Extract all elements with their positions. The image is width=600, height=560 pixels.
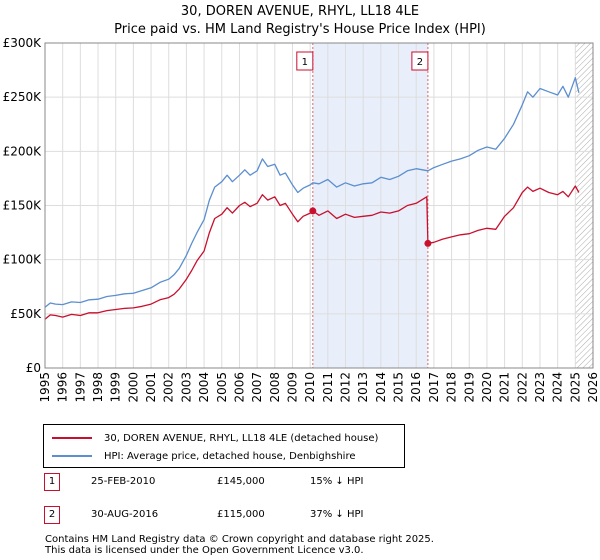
x-tick-label: 2000: [126, 372, 140, 403]
x-tick-label: 2006: [232, 372, 246, 403]
y-tick-label: £300K: [3, 36, 43, 50]
x-tick-label: 2001: [144, 372, 158, 403]
sale-date-2: 30-AUG-2016: [91, 509, 159, 520]
sale-label-box-2: [411, 51, 429, 71]
x-tick-label: 2012: [339, 372, 353, 403]
sale-badge-2: 2: [44, 506, 60, 524]
sale-hpi-2: 37% ↓ HPI: [310, 509, 364, 520]
sale-point-2: [424, 239, 432, 247]
x-tick-label: 1997: [73, 372, 87, 403]
x-tick-label: 2026: [586, 372, 600, 403]
legend-item-property: 30, DOREN AVENUE, RHYL, LL18 4LE (detach…: [52, 429, 378, 447]
chart-subtitle: Price paid vs. HM Land Registry's House …: [114, 22, 486, 37]
x-tick-label: 2021: [498, 372, 512, 403]
y-tick-label: £0: [26, 361, 41, 375]
sale-label-text-1: 1: [302, 57, 308, 68]
footer: Contains HM Land Registry data © Crown c…: [45, 534, 434, 556]
x-tick-label: 2009: [285, 372, 299, 403]
legend: 30, DOREN AVENUE, RHYL, LL18 4LE (detach…: [43, 424, 405, 468]
x-tick-label: 1995: [38, 372, 52, 403]
y-tick-label: £200K: [3, 144, 43, 158]
x-tick-label: 2023: [533, 372, 547, 403]
property-price-line: [44, 185, 580, 320]
x-tick-label: 2019: [462, 372, 476, 403]
price-chart: 30, DOREN AVENUE, RHYL, LL18 4LE Price p…: [3, 4, 600, 403]
sale-hpi-1: 15% ↓ HPI: [310, 476, 364, 487]
x-tick-label: 2022: [515, 372, 529, 403]
sale-label-box-1: [296, 51, 314, 71]
x-tick-label: 2018: [445, 372, 459, 403]
x-tick-label: 2016: [409, 372, 423, 403]
x-tick-label: 2011: [321, 372, 335, 403]
x-tick-label: 2004: [197, 372, 211, 403]
legend-item-hpi: HPI: Average price, detached house, Denb…: [52, 447, 355, 465]
chart-title: 30, DOREN AVENUE, RHYL, LL18 4LE: [181, 4, 419, 19]
legend-swatch-property: [52, 437, 92, 439]
x-tick-label: 2024: [551, 372, 565, 403]
x-tick-label: 2014: [374, 372, 388, 403]
sale-price-2: £115,000: [217, 509, 265, 520]
y-tick-label: £100K: [3, 253, 43, 267]
legend-label-hpi: HPI: Average price, detached house, Denb…: [104, 450, 356, 462]
y-tick-label: £250K: [3, 90, 43, 104]
x-tick-label: 1998: [91, 372, 105, 403]
x-tick-label: 1999: [109, 372, 123, 403]
hpi-line: [44, 77, 580, 308]
x-tick-label: 2013: [356, 372, 370, 403]
x-tick-label: 2020: [480, 372, 494, 403]
x-tick-label: 2008: [268, 372, 282, 403]
legend-swatch-hpi: [52, 455, 92, 457]
sale-date-1: 25-FEB-2010: [91, 476, 156, 487]
footer-line-1: Contains HM Land Registry data © Crown c…: [45, 534, 434, 545]
sale-price-1: £145,000: [217, 476, 265, 487]
x-tick-label: 2017: [427, 372, 441, 403]
x-tick-label: 2005: [215, 372, 229, 403]
x-tick-label: 1996: [56, 372, 70, 403]
sale-badge-1: 1: [44, 473, 60, 491]
x-tick-label: 2010: [303, 372, 317, 403]
x-tick-label: 2003: [179, 372, 193, 403]
y-tick-label: £150K: [3, 199, 43, 213]
footer-line-2: This data is licensed under the Open Gov…: [45, 545, 364, 556]
x-tick-label: 2007: [250, 372, 264, 403]
x-tick-label: 2025: [568, 372, 582, 403]
y-tick-label: £50K: [10, 307, 42, 321]
sale-label-text-2: 2: [417, 57, 423, 68]
x-tick-label: 2015: [392, 372, 406, 403]
legend-label-property: 30, DOREN AVENUE, RHYL, LL18 4LE (detach…: [104, 432, 379, 444]
sale-point-1: [309, 207, 317, 215]
x-tick-label: 2002: [162, 372, 176, 403]
plot-border: [44, 42, 594, 369]
